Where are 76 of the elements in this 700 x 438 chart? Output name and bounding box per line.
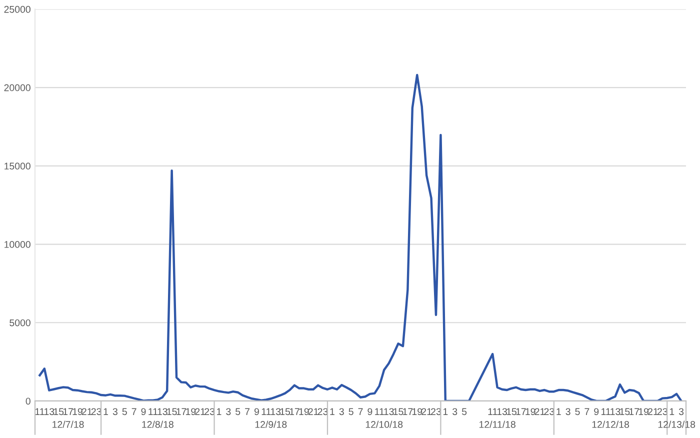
x-tick-label: 15 [167, 408, 177, 416]
text: 12/9/18 [255, 420, 287, 428]
x-tick-label: 11 [602, 408, 610, 415]
x-tick-label: 7 [245, 408, 250, 415]
text: 12/8/18 [142, 420, 174, 428]
x-tick-label: 13 [270, 408, 281, 416]
x-tick-label: 21 [82, 408, 92, 415]
x-tick-label: 15 [620, 408, 630, 416]
x-tick-label: 11 [35, 408, 44, 415]
x-tick-label: 15 [280, 408, 290, 416]
y-tick-label: 10000 [4, 241, 30, 248]
x-tick-label: 1 [217, 408, 222, 415]
x-tick-label: 1 [104, 408, 108, 415]
x-tick-label: 7 [358, 408, 363, 415]
x-tick-label: 21 [195, 408, 206, 415]
x-tick-label: 1 [443, 408, 448, 415]
text: 12/11/18 [479, 420, 516, 428]
x-tick-label: 17 [629, 408, 640, 415]
x-tick-label: 5 [236, 408, 240, 416]
x-tick-label: 3 [112, 408, 118, 416]
x-tick-label: 5 [348, 408, 354, 416]
text: 12/12/18 [592, 420, 630, 428]
x-tick-label: 9 [254, 408, 259, 416]
x-tick-label: 21 [422, 408, 432, 415]
x-tick-label: 11 [488, 408, 498, 415]
x-tick-label: 11 [148, 408, 158, 415]
x-tick-label: 3 [452, 408, 458, 416]
x-tick-label: 1 [330, 408, 334, 415]
x-tick-label: 1 [670, 408, 674, 415]
x-tick-label: 11 [262, 408, 271, 415]
x-tick-label: 15 [394, 408, 404, 416]
x-tick-label: 21 [308, 408, 318, 415]
x-tick-label: 7 [132, 408, 136, 415]
y-tick-label: 20000 [4, 84, 30, 92]
text: 12/10/18 [366, 420, 403, 428]
x-tick-label: 3 [678, 408, 684, 416]
x-tick-label: 19 [186, 408, 196, 416]
x-tick-label: 13 [610, 408, 620, 416]
x-tick-label: 21 [534, 408, 545, 415]
y-tick-label: 0 [26, 398, 30, 405]
x-tick-label: 17 [63, 408, 73, 415]
x-tick-label: 3 [226, 408, 231, 416]
x-tick-label: 19 [638, 408, 648, 416]
y-tick-label: 5000 [10, 319, 30, 326]
text: 12/7/18 [52, 420, 84, 428]
x-tick-label: 19 [412, 408, 422, 416]
y-tick-label: 15000 [4, 162, 30, 170]
x-tick-label: 3 [339, 408, 344, 416]
x-tick-label: 15 [54, 408, 64, 416]
x-tick-label: 13 [44, 408, 54, 416]
x-tick-label: 19 [72, 408, 82, 416]
x-tick-label: 15 [506, 408, 516, 416]
x-tick-label: 9 [594, 408, 599, 416]
x-tick-label: 21 [648, 408, 658, 415]
x-tick-label: 17 [176, 408, 186, 415]
x-tick-label: 17 [516, 408, 526, 415]
x-tick-label: 19 [526, 408, 536, 416]
x-tick-label: 19 [299, 408, 309, 416]
x-tick-label: 11 [375, 408, 384, 415]
x-tick-label: 1 [556, 408, 561, 415]
x-tick-label: 9 [368, 408, 372, 416]
x-tick-label: 23 [431, 408, 441, 416]
x-tick-label: 3 [566, 408, 570, 416]
x-tick-label: 7 [584, 408, 590, 415]
x-tick-label: 5 [122, 408, 127, 416]
x-tick-label: 17 [290, 408, 300, 415]
y-tick-label: 25000 [4, 6, 30, 13]
x-tick-label: 13 [497, 408, 507, 416]
x-tick-label: 5 [462, 408, 467, 416]
x-tick-label: 13 [384, 408, 394, 416]
x-tick-label: 17 [403, 408, 413, 415]
x-tick-label: 13 [158, 408, 168, 416]
x-tick-label: 23 [657, 408, 668, 416]
x-tick-label: 5 [575, 408, 580, 416]
x-tick-label: 9 [141, 408, 146, 416]
text: 12/13/18 [658, 420, 696, 428]
